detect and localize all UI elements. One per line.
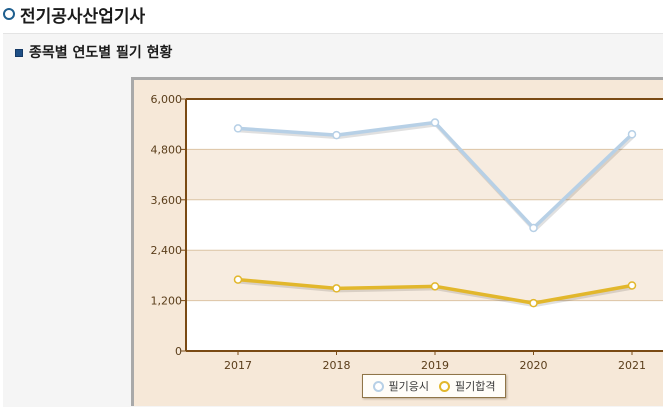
legend-item-pass[interactable]: 필기합격 bbox=[439, 378, 495, 394]
y-tick-label: 3,600 bbox=[151, 194, 183, 207]
y-tick-label: 1,200 bbox=[151, 295, 183, 308]
line-chart: 6,000 4,800 3,600 2,400 1,200 0 2017 2018 2019 20… bbox=[151, 93, 663, 372]
y-tick-label: 0 bbox=[175, 345, 182, 358]
series-pass-point bbox=[430, 282, 440, 291]
x-tick-label: 2017 bbox=[224, 359, 252, 372]
plot-band bbox=[186, 250, 663, 301]
legend-label-pass: 필기합격 bbox=[455, 380, 496, 393]
x-tick-label: 2021 bbox=[618, 359, 646, 372]
legend-label-apply: 필기응시 bbox=[388, 380, 429, 393]
series-apply-point bbox=[233, 124, 243, 133]
series-pass-point bbox=[233, 275, 243, 284]
y-tick-label: 6,000 bbox=[151, 93, 183, 106]
series-pass-point bbox=[627, 281, 637, 290]
page-title: 전기공사산업기사 bbox=[3, 0, 145, 28]
x-tick-label: 2020 bbox=[520, 359, 548, 372]
series-apply-point bbox=[529, 223, 538, 233]
section-title-text: 종목별 연도별 필기 현황 bbox=[29, 45, 173, 61]
x-tick-label: 2018 bbox=[323, 359, 351, 372]
section-title: 종목별 연도별 필기 현황 bbox=[15, 42, 172, 62]
square-bullet-icon bbox=[15, 49, 23, 57]
legend-item-apply[interactable]: 필기응시 bbox=[372, 378, 429, 394]
legend-marker-apply bbox=[372, 380, 384, 392]
chart-legend: 필기응시 필기합격 bbox=[362, 374, 506, 398]
page-title-text: 전기공사산업기사 bbox=[20, 6, 146, 27]
ring-bullet-icon bbox=[3, 8, 15, 20]
x-tick-label: 2019 bbox=[421, 359, 449, 372]
y-tick-label: 4,800 bbox=[151, 143, 183, 156]
chart-frame: 6,000 4,800 3,600 2,400 1,200 0 2017 2018 2019 20… bbox=[131, 77, 663, 406]
series-apply-point bbox=[430, 118, 440, 127]
plot-background bbox=[186, 99, 663, 351]
y-tick-label: 2,400 bbox=[151, 244, 183, 257]
plot-band bbox=[186, 149, 663, 200]
legend-marker-pass bbox=[439, 380, 450, 392]
series-pass-point bbox=[529, 298, 538, 308]
series-apply-point bbox=[332, 130, 341, 140]
series-apply-point bbox=[627, 130, 637, 139]
series-pass-point bbox=[332, 284, 341, 293]
